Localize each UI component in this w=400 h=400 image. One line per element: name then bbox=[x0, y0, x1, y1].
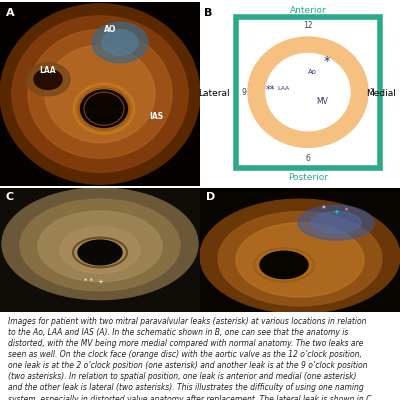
Text: D: D bbox=[206, 192, 215, 202]
Circle shape bbox=[248, 37, 368, 147]
Ellipse shape bbox=[296, 83, 336, 116]
Text: 3: 3 bbox=[370, 88, 374, 97]
Text: *: * bbox=[344, 208, 348, 213]
Ellipse shape bbox=[299, 64, 325, 80]
Ellipse shape bbox=[200, 199, 400, 313]
Text: * *: * * bbox=[84, 278, 92, 284]
Text: C: C bbox=[6, 192, 14, 202]
Ellipse shape bbox=[12, 16, 188, 172]
Text: 12: 12 bbox=[303, 22, 313, 30]
Text: MV: MV bbox=[316, 97, 328, 106]
Ellipse shape bbox=[260, 251, 308, 278]
Ellipse shape bbox=[60, 226, 140, 274]
Text: B: B bbox=[204, 8, 212, 18]
Ellipse shape bbox=[2, 188, 198, 300]
Ellipse shape bbox=[274, 81, 294, 96]
Text: Ao: Ao bbox=[308, 69, 316, 75]
Ellipse shape bbox=[26, 63, 70, 96]
Text: 9: 9 bbox=[242, 88, 246, 97]
Text: *: * bbox=[322, 204, 326, 214]
Circle shape bbox=[266, 54, 350, 131]
Ellipse shape bbox=[78, 240, 122, 265]
Ellipse shape bbox=[218, 212, 382, 306]
Text: *: * bbox=[324, 55, 330, 68]
Ellipse shape bbox=[45, 45, 155, 143]
Text: Lateral: Lateral bbox=[198, 90, 230, 98]
Text: Posterior: Posterior bbox=[288, 173, 328, 182]
Ellipse shape bbox=[34, 69, 62, 89]
Text: LAA: LAA bbox=[40, 66, 56, 74]
Ellipse shape bbox=[92, 22, 148, 63]
Ellipse shape bbox=[298, 205, 374, 240]
Text: Images for patient with two mitral paravalvular leaks (asterisk) at various loca: Images for patient with two mitral parav… bbox=[8, 317, 372, 400]
Text: AO: AO bbox=[104, 25, 116, 34]
Text: IAS: IAS bbox=[149, 112, 163, 120]
Text: Anterior: Anterior bbox=[290, 6, 326, 15]
Ellipse shape bbox=[102, 30, 138, 55]
Text: Medial: Medial bbox=[366, 90, 396, 98]
Text: +: + bbox=[333, 208, 339, 214]
Ellipse shape bbox=[311, 212, 361, 234]
Text: LAA: LAA bbox=[278, 86, 290, 91]
Text: +: + bbox=[97, 279, 103, 285]
Text: 6: 6 bbox=[306, 154, 310, 163]
Ellipse shape bbox=[28, 30, 172, 158]
Ellipse shape bbox=[288, 76, 344, 124]
Ellipse shape bbox=[0, 4, 200, 184]
Bar bbox=[236, 17, 380, 168]
Text: A: A bbox=[6, 8, 15, 18]
Ellipse shape bbox=[79, 88, 129, 129]
Ellipse shape bbox=[38, 211, 162, 282]
Ellipse shape bbox=[236, 223, 364, 297]
Text: **: ** bbox=[265, 85, 275, 95]
Ellipse shape bbox=[20, 199, 180, 291]
